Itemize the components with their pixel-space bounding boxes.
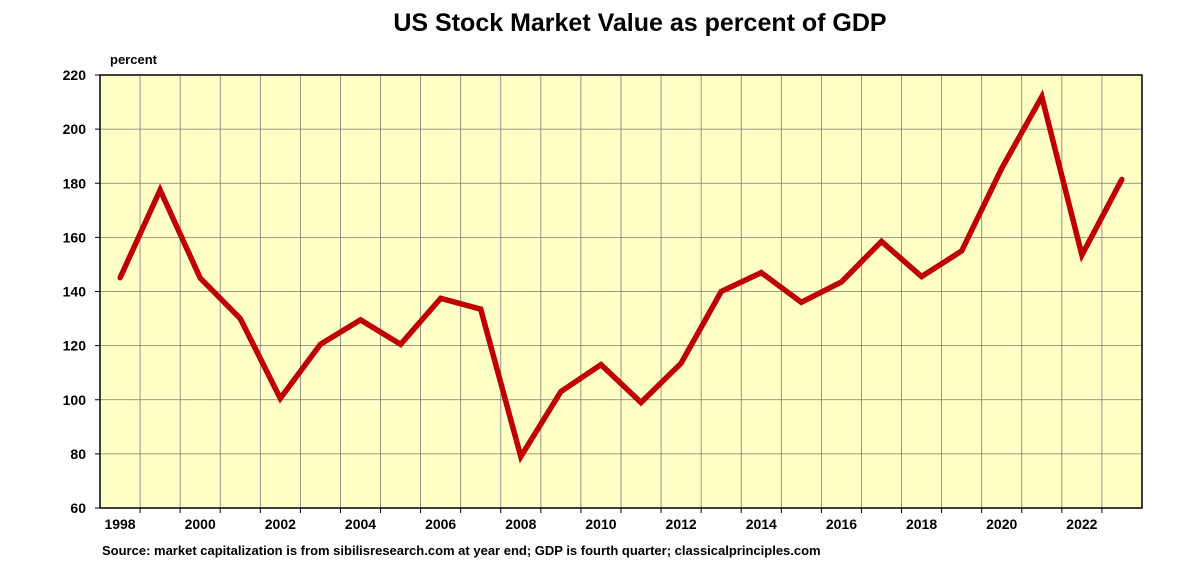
data-point xyxy=(959,248,965,254)
data-point xyxy=(1079,252,1085,258)
x-tick-label: 2000 xyxy=(185,516,216,532)
x-tick-label: 2012 xyxy=(666,516,697,532)
data-point xyxy=(678,360,684,366)
data-point xyxy=(277,395,283,401)
data-point xyxy=(237,316,243,322)
x-tick-label: 2004 xyxy=(345,516,376,532)
data-point xyxy=(478,306,484,312)
y-tick-label: 140 xyxy=(63,284,87,300)
x-tick-label: 2022 xyxy=(1066,516,1097,532)
horizontal-gridlines xyxy=(100,128,1142,455)
data-point xyxy=(317,341,323,347)
data-point xyxy=(398,341,404,347)
plot-frame xyxy=(99,74,1143,509)
y-tick-label: 200 xyxy=(63,121,87,137)
data-point xyxy=(718,289,724,294)
data-point xyxy=(798,299,804,305)
data-point xyxy=(1039,94,1045,100)
chart-title: US Stock Market Value as percent of GDP xyxy=(393,9,886,37)
x-tick-label: 2014 xyxy=(746,516,777,532)
axis-tick-marks xyxy=(95,74,1103,513)
x-tick-label: 2016 xyxy=(826,516,857,532)
x-tick-label: 2006 xyxy=(425,516,456,532)
x-tick-label: 2020 xyxy=(986,516,1017,532)
data-point xyxy=(758,270,764,276)
data-point xyxy=(638,399,644,405)
data-point xyxy=(518,454,524,460)
y-tick-label: 80 xyxy=(70,446,86,462)
data-point xyxy=(879,238,884,244)
y-tick-label: 100 xyxy=(63,392,87,408)
data-point xyxy=(157,187,163,193)
data-point xyxy=(558,389,564,395)
data-point xyxy=(1119,176,1125,182)
x-axis-tick-labels: 1998 2000 2002 2004 2006 2008 2010 2012 2014 2016… xyxy=(104,516,1097,532)
data-point xyxy=(358,317,363,323)
x-tick-label: 2008 xyxy=(505,516,536,532)
data-point xyxy=(117,275,123,281)
y-axis-tick-labels: 60 80 100 120 140 160 180 200 220 xyxy=(63,67,87,516)
source-note: Source: market capitalization is from si… xyxy=(102,543,821,558)
data-point xyxy=(598,362,604,368)
x-tick-label: 2018 xyxy=(906,516,937,532)
y-tick-label: 220 xyxy=(63,67,87,83)
y-tick-label: 60 xyxy=(70,500,86,516)
data-point xyxy=(438,295,444,301)
x-tick-label: 2010 xyxy=(585,516,616,532)
data-point xyxy=(999,165,1005,171)
y-axis-unit-label: percent xyxy=(110,52,158,67)
x-tick-label: 1998 xyxy=(104,516,135,532)
data-point xyxy=(197,275,203,281)
data-point xyxy=(919,274,925,280)
series-line xyxy=(117,89,1125,464)
data-point xyxy=(838,279,844,285)
y-tick-label: 180 xyxy=(63,175,87,191)
data-points xyxy=(117,94,1125,460)
y-tick-label: 120 xyxy=(63,338,87,354)
x-tick-label: 2002 xyxy=(265,516,296,532)
y-tick-label: 160 xyxy=(63,229,87,245)
